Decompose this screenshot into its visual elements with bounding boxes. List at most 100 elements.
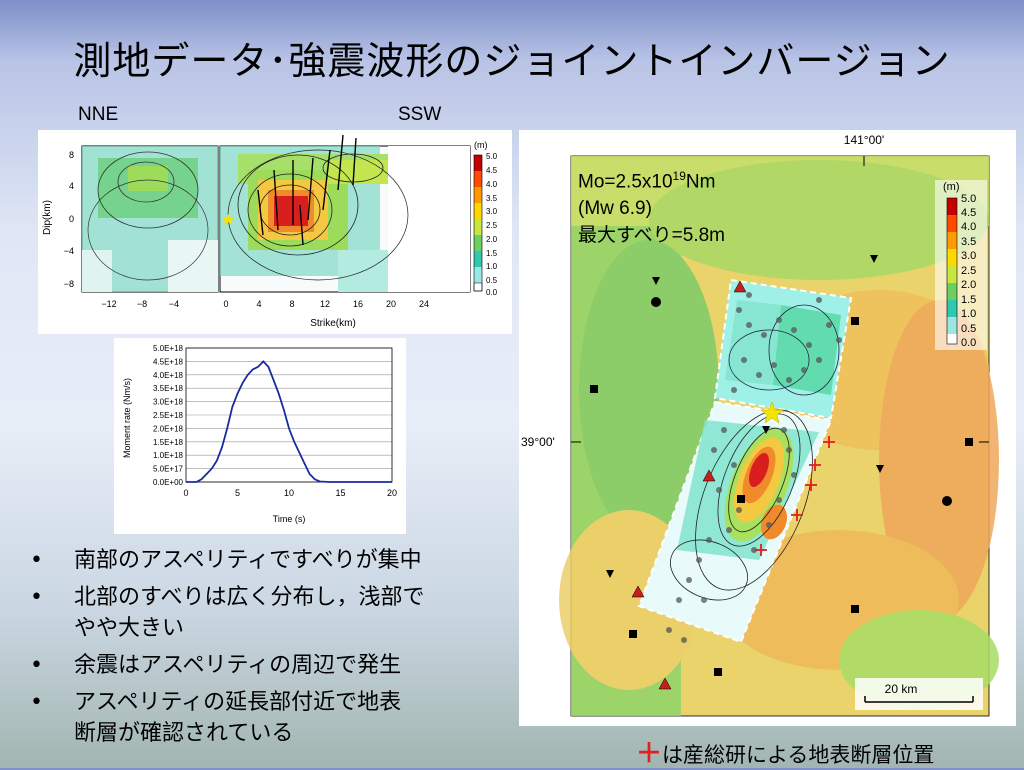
slip-y-tick: 4 — [69, 181, 74, 191]
slip-colorbar: (m) 5.0 4.5 4.0 3.5 3.0 2.5 2.0 1.5 1.0 … — [473, 140, 498, 297]
moment-rate-y-tick: 3.0E+18 — [153, 398, 184, 407]
fault-plane-north — [713, 278, 853, 420]
moment-rate-y-tick: 1.0E+18 — [153, 451, 184, 460]
bullet-list: • 南部のアスペリティですべりが集中 • 北部のすべりは広く分布し，浅部で やや大きい… — [30, 545, 500, 755]
slip-cb-tick: 0.0 — [486, 288, 498, 297]
moment-rate-chart: 5.0E+18 4.5E+18 4.0E+18 3.5E+18 3.0E+18 2.5E+… — [122, 344, 397, 524]
bullet-item: • 北部のすべりは広く分布し，浅部で やや大きい — [30, 582, 500, 644]
map-colorbar-unit: (m) — [943, 181, 960, 193]
moment-rate-x-tick: 15 — [335, 488, 345, 498]
moment-rate-y-ticks: 5.0E+18 4.5E+18 4.0E+18 3.5E+18 3.0E+18 2.5E+… — [153, 344, 184, 487]
moment-rate-ylabel: Moment rate (Nm/s) — [122, 378, 132, 458]
moment-rate-y-tick: 2.0E+18 — [153, 424, 184, 433]
moment-rate-x-tick: 0 — [183, 488, 188, 498]
slip-x-tick: −12 — [101, 299, 116, 309]
map-cb-tick: 2.0 — [961, 279, 976, 291]
moment-rate-y-tick: 1.5E+18 — [153, 438, 184, 447]
map-cb-tick: 4.5 — [961, 207, 976, 219]
slip-y-ticks: 8 4 0 −4 −8 — [64, 150, 74, 289]
aftershock-map: 141°00' 39°00' (m) 5.0 4.5 4.0 3.5 3.0 2… — [521, 133, 999, 717]
max-slip: 最大すべり=5.8m — [578, 225, 726, 247]
slip-x-tick: 12 — [320, 299, 330, 309]
slip-cb-tick: 4.0 — [486, 180, 498, 189]
map-cb-tick: 4.0 — [961, 221, 976, 233]
moment-rate-x-ticks: 0 5 10 15 20 — [183, 488, 397, 498]
surface-fault-markers — [755, 436, 835, 556]
station-markers — [590, 255, 973, 690]
moment-rate-panel: 5.0E+18 4.5E+18 4.0E+18 3.5E+18 3.0E+18 2.5E+… — [114, 338, 406, 534]
moment-rate-y-tick: 5.0E+18 — [153, 344, 184, 353]
aftershock-dots — [666, 292, 842, 643]
slip-cb-tick: 2.5 — [486, 221, 498, 230]
bullet-text: 余震はアスペリティの周辺で発生 — [74, 653, 402, 678]
slip-x-tick: 24 — [419, 299, 429, 309]
nne-label: NNE — [78, 104, 119, 125]
moment-rate-x-tick: 20 — [387, 488, 397, 498]
slip-distribution-panel: Dip(km) 8 4 0 −4 −8 −12 −8 −4 0 4 8 12 1… — [38, 130, 512, 334]
slip-x-tick: 4 — [256, 299, 261, 309]
slip-y-tick: 8 — [69, 150, 74, 160]
map-cb-tick: 5.0 — [961, 193, 976, 205]
slip-distribution-figure: Dip(km) 8 4 0 −4 −8 −12 −8 −4 0 4 8 12 1… — [42, 134, 498, 329]
plus-icon: ＋ — [636, 739, 663, 769]
ssw-label: SSW — [398, 104, 442, 125]
moment-magnitude: (Mw 6.9) — [578, 198, 652, 220]
slip-cb-tick: 1.5 — [486, 249, 498, 258]
latitude-label: 39°00' — [521, 435, 555, 449]
bullet-text: アスペリティの延長部付近で地表 断層が確認されている — [74, 690, 402, 746]
seismic-moment: Mo=2.5x1019Nm — [578, 169, 716, 193]
map-panel: 141°00' 39°00' (m) 5.0 4.5 4.0 3.5 3.0 2… — [519, 130, 1016, 726]
slip-x-tick: −4 — [169, 299, 179, 309]
slide-title: 測地データ･強震波形のジョイントインバージョン — [73, 39, 951, 83]
moment-rate-y-tick: 5.0E+17 — [153, 465, 184, 474]
map-annotation: Mo=2.5x1019Nm (Mw 6.9) 最大すべり=5.8m — [578, 163, 725, 249]
bullet-item: • 南部のアスペリティですべりが集中 — [30, 545, 500, 576]
slip-cb-tick: 5.0 — [486, 152, 498, 161]
moment-rate-y-tick: 4.0E+18 — [153, 371, 184, 380]
bullet-item: • 余震はアスペリティの周辺で発生 — [30, 650, 500, 681]
slip-x-tick: 20 — [386, 299, 396, 309]
slip-y-tick: −4 — [64, 246, 74, 256]
moment-rate-y-tick: 0.0E+00 — [153, 478, 184, 487]
slip-colorbar-unit: (m) — [474, 140, 488, 150]
map-cb-tick: 3.0 — [961, 250, 976, 262]
slip-cb-tick: 2.0 — [486, 235, 498, 244]
moment-rate-xlabel: Time (s) — [273, 514, 306, 524]
epicenter-star-icon — [760, 401, 784, 424]
bullet-text: 北部のすべりは広く分布し，浅部で やや大きい — [74, 585, 425, 641]
bullet-item: • アスペリティの延長部付近で地表 断層が確認されている — [30, 687, 500, 749]
slip-x-tick: 0 — [223, 299, 228, 309]
slip-x-ticks: −12 −8 −4 0 4 8 12 16 20 24 — [101, 299, 429, 309]
moment-rate-y-tick: 2.5E+18 — [153, 411, 184, 420]
scale-bar: 20 km — [855, 678, 983, 710]
map-cb-tick: 2.5 — [961, 265, 976, 277]
slip-cb-tick: 0.5 — [486, 276, 498, 285]
moment-rate-x-tick: 10 — [284, 488, 294, 498]
slip-cb-tick: 4.5 — [486, 166, 498, 175]
hypocenter-star-icon — [222, 214, 234, 225]
slip-ylabel: Dip(km) — [42, 200, 53, 235]
bullet-text: 南部のアスペリティですべりが集中 — [74, 548, 422, 573]
map-cb-tick: 3.5 — [961, 236, 976, 248]
terrain-relief — [559, 156, 999, 716]
map-colorbar: (m) 5.0 4.5 4.0 3.5 3.0 2.5 2.0 1.5 1.0 … — [935, 180, 987, 350]
scale-bar-label: 20 km — [885, 682, 918, 696]
map-cb-tick: 0.0 — [961, 337, 976, 349]
slip-cb-tick: 3.0 — [486, 207, 498, 216]
slip-y-tick: 0 — [69, 214, 74, 224]
moment-rate-y-tick: 3.5E+18 — [153, 384, 184, 393]
slip-x-tick: −8 — [137, 299, 147, 309]
slip-cb-tick: 1.0 — [486, 262, 498, 271]
slip-subplot-left — [81, 145, 219, 293]
moment-rate-y-tick: 4.5E+18 — [153, 357, 184, 366]
map-cb-tick: 1.5 — [961, 294, 976, 306]
surface-fault-note: ＋は産総研による地表断層位置 — [636, 739, 935, 769]
slip-xlabel: Strike(km) — [310, 318, 356, 329]
moment-rate-series-line — [186, 360, 392, 483]
moment-rate-plot-frame — [185, 347, 393, 483]
slip-x-tick: 8 — [289, 299, 294, 309]
moment-rate-x-tick: 5 — [235, 488, 240, 498]
slip-y-tick: −8 — [64, 279, 74, 289]
slip-cb-tick: 3.5 — [486, 194, 498, 203]
map-cb-tick: 1.0 — [961, 308, 976, 320]
